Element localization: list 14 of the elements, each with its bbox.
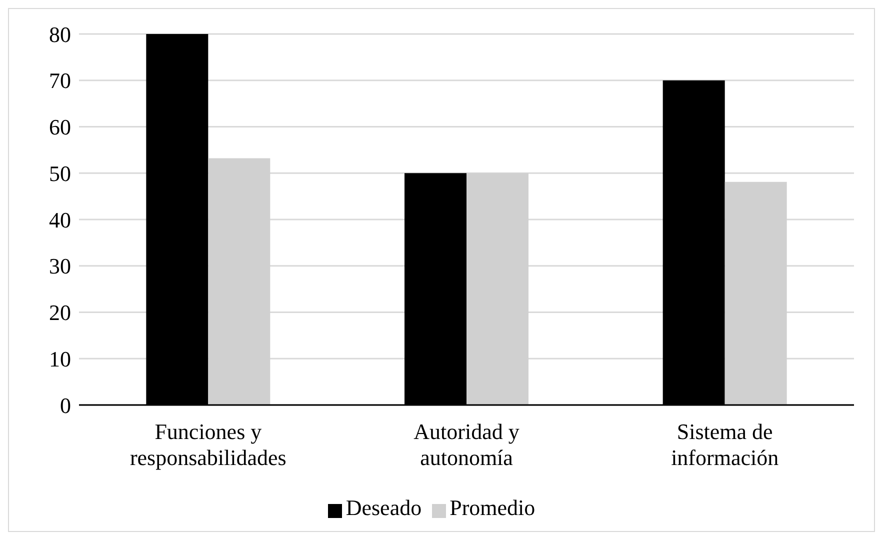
y-tick-label: 80	[49, 22, 71, 47]
x-tick-label: Autoridad y autonomía	[414, 419, 520, 470]
legend-label: Deseado	[346, 495, 422, 520]
x-tick-label: Funciones y responsabilidades	[130, 419, 286, 470]
legend-label: Promedio	[450, 495, 536, 520]
y-tick-label: 0	[60, 392, 71, 418]
y-tick-label: 50	[49, 160, 71, 186]
y-tick-label: 60	[49, 114, 71, 140]
y-tick-label: 10	[49, 346, 71, 372]
y-tick-label: 40	[49, 207, 71, 232]
y-tick-label: 20	[49, 300, 71, 326]
y-tick-label: 30	[49, 254, 71, 279]
x-tick-label: Sistema de información	[671, 419, 779, 470]
y-tick-label: 70	[49, 68, 71, 94]
